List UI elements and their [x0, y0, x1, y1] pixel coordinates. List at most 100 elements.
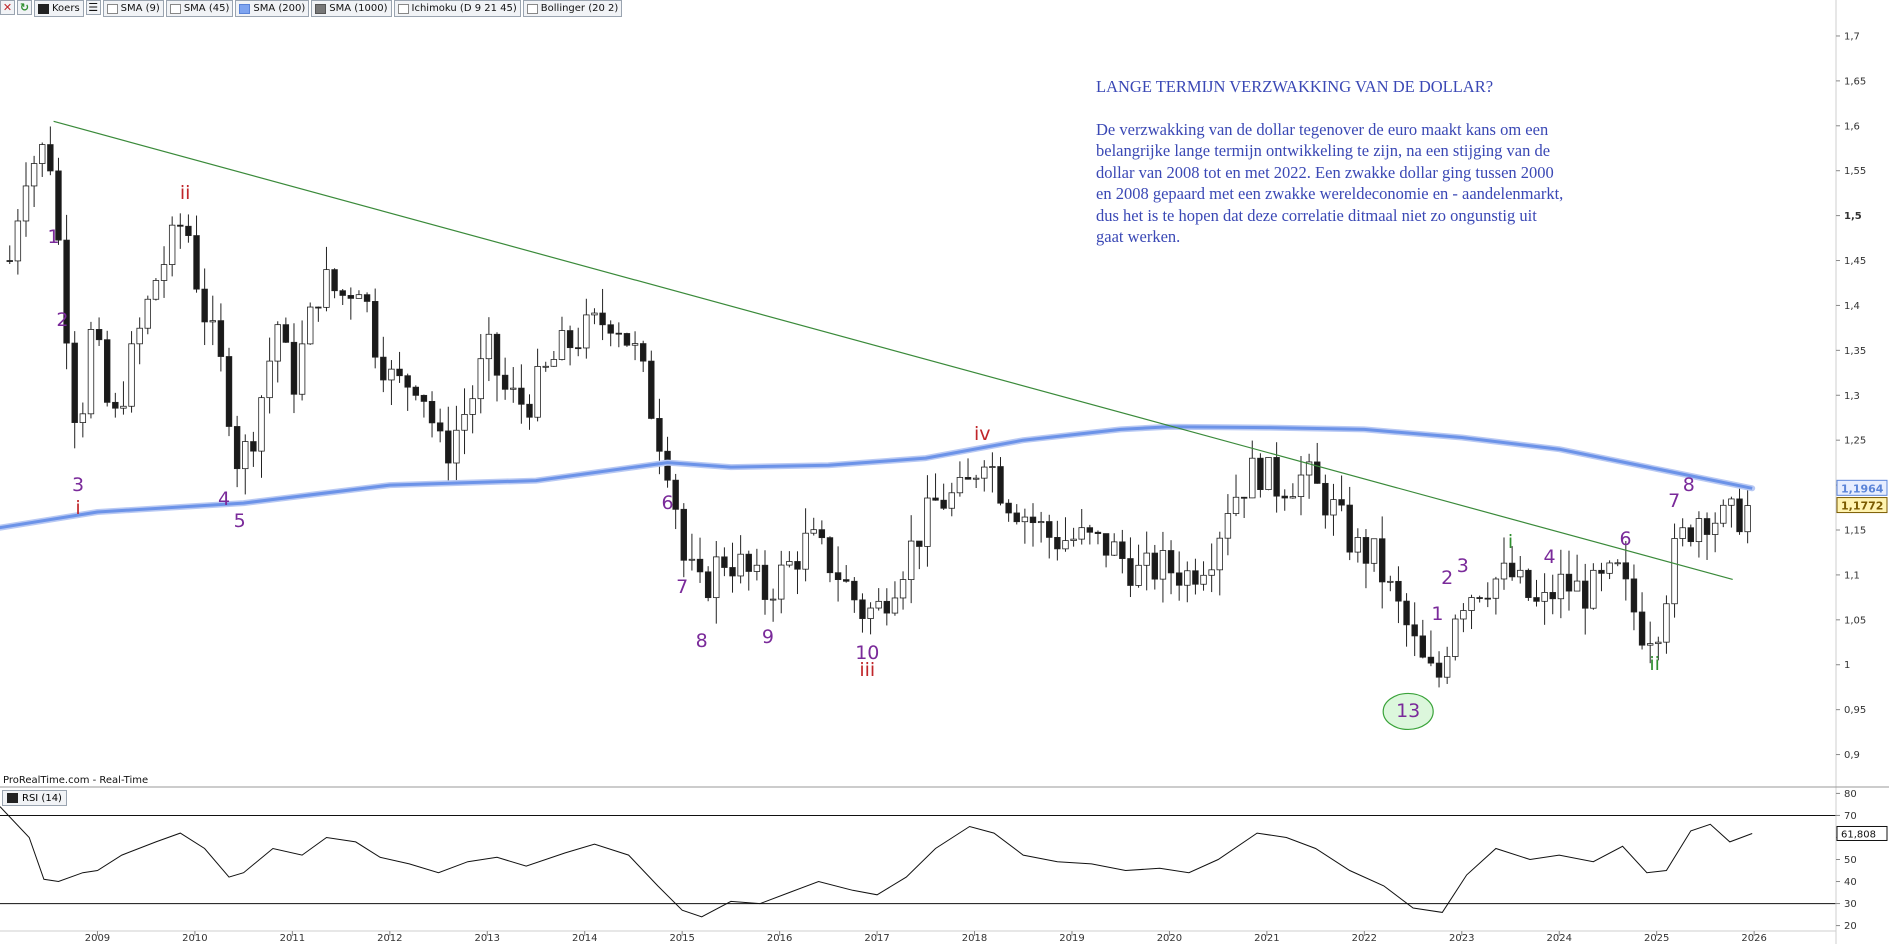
wave-label: 9 [761, 625, 774, 648]
candle-body [47, 144, 54, 172]
toolbar-item-sma1000[interactable]: SMA (1000) [311, 0, 392, 17]
candle-body [1240, 496, 1248, 499]
rsi-indicator-tag[interactable]: RSI (14) [2, 790, 67, 806]
candle-body [1078, 527, 1085, 540]
candle-body [1646, 643, 1654, 646]
candle-body [168, 224, 176, 265]
candle-body [1411, 624, 1418, 637]
candle-body [493, 333, 501, 376]
candle-body [1378, 538, 1386, 583]
candle-body [1305, 461, 1313, 476]
swatch-icon [397, 3, 409, 14]
candle-body [1671, 538, 1678, 605]
toolbar-item-sma200[interactable]: SMA (200) [235, 0, 310, 17]
candle-body [177, 224, 184, 227]
candle-body [769, 598, 777, 601]
sma200-price-label-box [1836, 479, 1888, 496]
candle-body [1070, 538, 1077, 541]
last-price-label-text: 1,1772 [1841, 500, 1883, 513]
candle-body [1663, 603, 1670, 643]
candle-body [583, 314, 590, 349]
candle-body [1590, 569, 1597, 609]
candle-body [1476, 597, 1483, 599]
candle-body [1192, 570, 1199, 585]
candle-body [266, 360, 273, 399]
candle-body [972, 477, 980, 480]
candle-body [526, 403, 533, 418]
candle-body [144, 298, 152, 329]
candle-body [258, 397, 265, 452]
candle-body [956, 477, 964, 494]
candle-body [518, 387, 525, 405]
candle-body [1695, 518, 1703, 543]
time-tick-label: 2026 [1741, 933, 1766, 944]
candle-body [550, 359, 558, 367]
wave-label: i [1507, 530, 1514, 553]
candle-body [307, 306, 314, 345]
candle-body [380, 356, 387, 381]
candle-body [412, 386, 419, 396]
candle-body [599, 312, 606, 326]
list-icon[interactable]: ☰ [85, 0, 101, 15]
candle-body [1143, 552, 1150, 566]
candle-body [510, 387, 517, 390]
candle-body [1281, 495, 1288, 499]
candle-body [71, 342, 78, 423]
time-tick-label: 2024 [1547, 933, 1572, 944]
wave-13-circle [1382, 692, 1434, 731]
candle-body [1655, 641, 1662, 645]
candle-body [396, 368, 403, 377]
sma200-price-label-text: 1,1964 [1841, 482, 1884, 495]
candle-body [1525, 569, 1532, 598]
candle-body [1638, 611, 1646, 646]
candle-body [1021, 516, 1029, 523]
toolbar-item-sma9[interactable]: SMA (9) [102, 0, 164, 17]
rsi-panel [0, 806, 1836, 918]
candle-body [916, 540, 923, 547]
candle-body [1492, 578, 1500, 599]
candle-body [339, 290, 346, 296]
rsi-last-box [1836, 825, 1888, 841]
wave-label: 4 [1543, 545, 1556, 568]
refresh-icon[interactable]: ↻ [17, 0, 32, 15]
toolbar-item-ichimoku[interactable]: Ichimoku (D 9 21 45) [393, 0, 521, 17]
candle-body [274, 324, 281, 362]
candle-body [112, 401, 119, 409]
toolbar-item-bollinger[interactable]: Bollinger (20 2) [522, 0, 623, 17]
candle-body [883, 600, 891, 614]
candle-body [404, 375, 411, 388]
toolbar-item-koers[interactable]: Koers [34, 0, 84, 17]
wave-label: 2 [56, 308, 69, 331]
toolbar-item-sma45[interactable]: SMA (45) [165, 0, 234, 17]
candle-body [79, 413, 87, 423]
wave-label: i [75, 496, 81, 519]
candle-body [242, 441, 249, 470]
candle-body [55, 170, 62, 241]
candle-body [891, 597, 899, 614]
candle-body [1330, 499, 1337, 516]
candle-body [315, 306, 322, 309]
candle-body [1484, 597, 1491, 600]
rsi-line [0, 806, 1753, 918]
candle-body [981, 466, 988, 479]
rsi-tick-label: 20 [1844, 921, 1857, 932]
candle-body [1013, 512, 1020, 523]
price-tick-label: 0,95 [1844, 705, 1866, 716]
candle-body [1224, 513, 1232, 539]
candle-body [1111, 541, 1118, 556]
candle-body [1630, 578, 1638, 613]
candle-body [1257, 457, 1264, 490]
time-tick-label: 2021 [1254, 933, 1279, 944]
wave-label: 8 [1682, 474, 1695, 497]
rsi-tick-label: 40 [1844, 877, 1857, 888]
candle-body [786, 561, 793, 566]
wave-label: 6 [1619, 528, 1632, 550]
candle-body [1395, 580, 1402, 602]
close-icon[interactable]: ✕ [0, 0, 15, 15]
price-tick-label: 1,15 [1844, 526, 1866, 537]
candle-body [1573, 580, 1581, 592]
time-tick-label: 2023 [1449, 933, 1474, 944]
rsi-tick-label: 80 [1844, 789, 1857, 800]
candle-body [1175, 572, 1183, 586]
